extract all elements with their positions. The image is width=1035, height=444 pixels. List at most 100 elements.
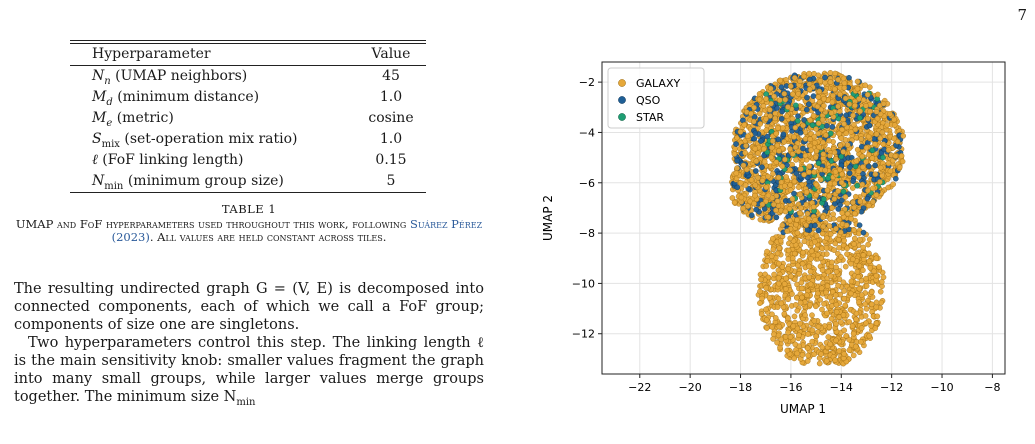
point-qso xyxy=(778,116,785,122)
point-galaxy xyxy=(813,181,820,188)
point-galaxy xyxy=(756,110,763,117)
point-qso xyxy=(759,164,765,170)
caption-citation-link[interactable]: Suárez Pérez (2023) xyxy=(111,217,483,244)
point-galaxy xyxy=(819,116,826,123)
point-galaxy xyxy=(794,217,800,223)
point-galaxy xyxy=(782,208,789,215)
point-galaxy xyxy=(805,215,812,222)
point-galaxy xyxy=(800,122,806,129)
point-galaxy xyxy=(841,295,848,302)
point-galaxy xyxy=(833,225,839,232)
point-galaxy xyxy=(797,205,804,211)
point-galaxy xyxy=(787,83,794,90)
point-star xyxy=(838,153,845,160)
point-galaxy xyxy=(860,244,867,251)
point-galaxy xyxy=(794,230,801,236)
point-galaxy xyxy=(839,210,846,216)
point-galaxy xyxy=(850,199,856,206)
point-galaxy xyxy=(836,108,843,115)
point-galaxy xyxy=(763,127,770,133)
point-galaxy xyxy=(821,102,827,109)
point-galaxy xyxy=(815,94,822,100)
x-axis-label: UMAP 1 xyxy=(780,402,826,416)
point-galaxy xyxy=(820,223,827,230)
point-galaxy xyxy=(756,91,763,97)
point-galaxy xyxy=(809,338,816,345)
point-galaxy xyxy=(829,205,835,211)
point-galaxy xyxy=(871,268,877,275)
table-row: ℓ (FoF linking length) 0.15 xyxy=(70,150,426,171)
row-value: 45 xyxy=(382,68,400,84)
point-galaxy xyxy=(857,236,863,243)
point-star xyxy=(763,91,769,97)
point-galaxy xyxy=(889,157,896,164)
point-galaxy xyxy=(756,96,763,103)
point-galaxy xyxy=(790,323,797,329)
point-qso xyxy=(801,117,808,123)
point-galaxy xyxy=(831,86,838,93)
point-galaxy xyxy=(792,124,799,131)
point-galaxy xyxy=(792,302,799,308)
point-galaxy xyxy=(849,323,856,329)
point-galaxy xyxy=(851,121,857,128)
point-galaxy xyxy=(829,99,836,106)
point-galaxy xyxy=(887,111,893,117)
point-star xyxy=(819,123,825,130)
point-galaxy xyxy=(865,202,872,209)
point-galaxy xyxy=(800,73,807,80)
point-galaxy xyxy=(855,230,862,237)
point-qso xyxy=(872,162,878,169)
point-galaxy xyxy=(759,201,766,208)
point-qso xyxy=(860,229,867,236)
point-qso xyxy=(733,141,739,147)
point-galaxy xyxy=(885,184,892,191)
point-galaxy xyxy=(836,244,842,251)
point-galaxy xyxy=(841,327,848,334)
legend-marker xyxy=(618,96,626,104)
point-galaxy xyxy=(804,210,811,217)
point-galaxy xyxy=(731,199,738,206)
point-galaxy xyxy=(785,315,791,322)
point-galaxy xyxy=(848,215,854,222)
point-galaxy xyxy=(798,285,805,292)
point-galaxy xyxy=(815,130,822,137)
point-galaxy xyxy=(778,300,785,307)
point-galaxy xyxy=(839,126,845,133)
point-galaxy xyxy=(779,163,786,170)
x-tick-label: −22 xyxy=(628,381,651,394)
point-galaxy xyxy=(792,144,799,151)
point-galaxy xyxy=(849,185,856,191)
point-galaxy xyxy=(798,279,805,286)
point-galaxy xyxy=(812,154,819,161)
point-galaxy xyxy=(791,313,798,320)
point-galaxy xyxy=(757,121,763,127)
point-galaxy xyxy=(843,130,850,137)
point-qso xyxy=(835,206,842,212)
point-galaxy xyxy=(771,93,777,100)
y-tick-label: −6 xyxy=(579,177,595,190)
point-galaxy xyxy=(868,322,874,329)
point-star xyxy=(815,160,822,166)
point-galaxy xyxy=(763,285,769,291)
point-galaxy xyxy=(868,289,875,295)
point-galaxy xyxy=(814,103,821,110)
point-galaxy xyxy=(879,129,886,136)
point-galaxy xyxy=(799,352,806,358)
point-galaxy xyxy=(865,187,871,194)
point-qso xyxy=(823,123,830,129)
point-galaxy xyxy=(821,96,827,102)
point-galaxy xyxy=(900,133,907,139)
point-galaxy xyxy=(763,184,770,191)
point-galaxy xyxy=(841,288,847,294)
point-galaxy xyxy=(862,301,869,307)
point-galaxy xyxy=(851,235,858,242)
point-galaxy xyxy=(896,164,903,170)
point-galaxy xyxy=(783,113,790,119)
point-galaxy xyxy=(818,285,825,291)
point-galaxy xyxy=(835,76,842,83)
y-tick-label: −12 xyxy=(572,328,595,341)
point-galaxy xyxy=(755,150,761,156)
point-galaxy xyxy=(752,182,758,189)
point-galaxy xyxy=(805,352,812,359)
point-galaxy xyxy=(811,140,818,146)
